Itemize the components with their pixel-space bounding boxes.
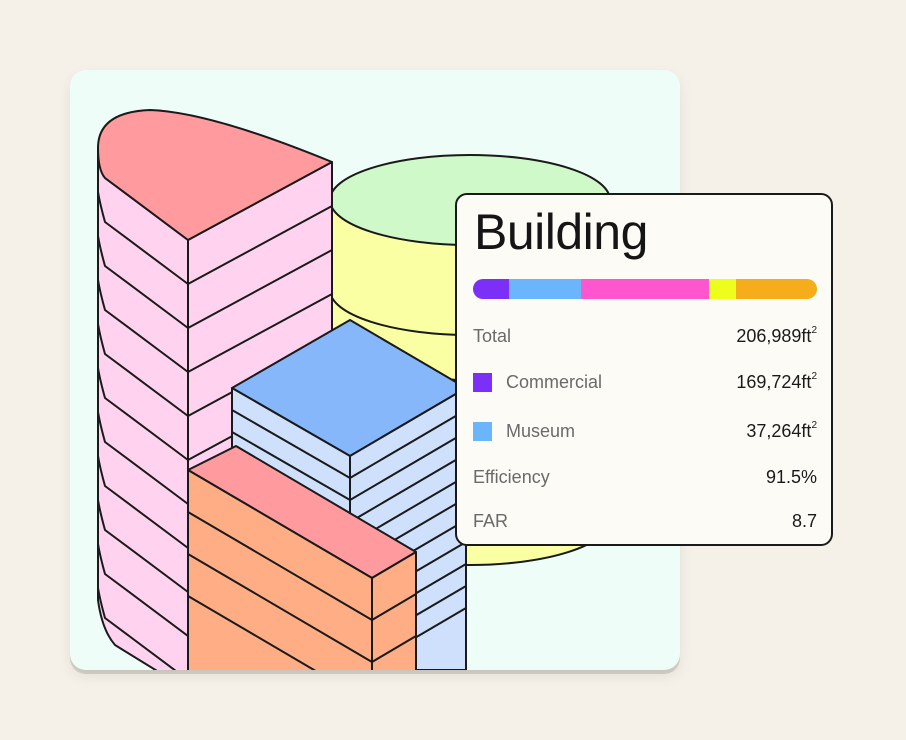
panel-title: Building [474, 204, 648, 260]
floor-line [97, 191, 189, 285]
stat-label: Efficiency [473, 466, 550, 487]
stat-label: FAR [473, 510, 509, 531]
stat-row-commercial: Commercial 169,724ft2 [473, 368, 817, 396]
orange-block-volume [187, 445, 417, 670]
floor-line [97, 235, 189, 329]
floor-line [97, 587, 177, 670]
building-info-panel: Building Total 206,989ft2 Commercial 169… [455, 193, 833, 546]
stat-label: Commercial [506, 371, 603, 392]
floor-line [97, 455, 189, 549]
stat-label: Museum [506, 420, 576, 441]
floor-line [187, 511, 373, 621]
stat-row-efficiency: Efficiency 91.5% [473, 463, 817, 491]
floor-line [349, 409, 467, 479]
stat-value: 169,724ft2 [736, 370, 817, 392]
floor-line [231, 409, 351, 479]
floor-line [349, 453, 467, 523]
commercial-color-swatch [473, 372, 492, 392]
share-segment-orange [736, 279, 817, 299]
stat-value: 37,264ft2 [746, 419, 817, 441]
floor-line [231, 431, 351, 501]
floor-line [187, 249, 333, 329]
floor-line [97, 367, 189, 461]
floor-line [187, 205, 333, 285]
floor-line [371, 635, 417, 663]
share-segment-pink [581, 279, 709, 299]
stat-value: 206,989ft2 [736, 324, 817, 346]
floor-line [187, 553, 373, 663]
stat-value: 91.5% [765, 466, 817, 487]
stat-row-total: Total 206,989ft2 [473, 322, 817, 350]
stat-label: Total [473, 325, 512, 346]
floor-line [97, 543, 189, 637]
museum-color-swatch [473, 421, 492, 441]
floor-line [349, 431, 467, 501]
area-share-bar [473, 279, 817, 299]
floor-line [97, 499, 189, 593]
floor-line [187, 293, 333, 373]
share-segment-blue [509, 279, 582, 299]
share-segment-purple [473, 279, 510, 299]
floor-line [187, 595, 317, 670]
stat-row-far: FAR 8.7 [473, 507, 817, 535]
stat-row-museum: Museum 37,264ft2 [473, 417, 817, 445]
floor-line [97, 279, 189, 373]
share-segment-yellow [708, 279, 737, 299]
stat-value: 8.7 [791, 510, 817, 531]
floor-line [97, 411, 189, 505]
floor-line [371, 593, 417, 621]
floor-line [97, 323, 189, 417]
